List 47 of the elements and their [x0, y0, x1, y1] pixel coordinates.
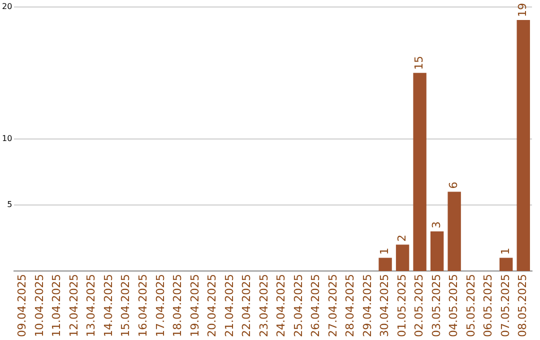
bar	[413, 72, 426, 272]
x-tick-label: 10.04.2025	[32, 274, 46, 338]
data-label: 19	[516, 3, 530, 18]
bar	[448, 192, 461, 272]
data-label: 15	[412, 56, 426, 70]
x-tick-label: 09.04.2025	[16, 274, 29, 338]
x-tick-label: 22.04.2025	[240, 274, 254, 338]
bar	[500, 258, 513, 272]
x-tick-label: 02.05.2025	[412, 274, 426, 338]
x-tick-label: 28.04.2025	[344, 274, 357, 338]
x-tick-label: 30.04.2025	[378, 274, 392, 338]
x-tick-label: 18.04.2025	[171, 274, 184, 338]
data-label: 2	[395, 234, 408, 242]
x-tick-label: 11.04.2025	[50, 274, 64, 338]
x-tick-label: 01.05.2025	[395, 274, 408, 338]
data-label: 1	[498, 248, 512, 255]
x-tick-label: 16.04.2025	[136, 274, 150, 338]
bar	[396, 244, 410, 272]
data-label: 1	[378, 248, 392, 255]
y-tick-label: 10	[2, 134, 12, 143]
x-tick-label: 17.04.2025	[154, 274, 167, 338]
x-tick-label: 26.04.2025	[309, 274, 322, 338]
x-tick-label: 23.04.2025	[257, 274, 270, 338]
bar	[378, 258, 392, 272]
bar	[516, 20, 530, 272]
x-tick-label: 29.04.2025	[360, 274, 374, 338]
x-tick-label: 12.04.2025	[67, 274, 80, 338]
data-label: 3	[430, 221, 443, 228]
x-tick-label: 15.04.2025	[119, 274, 132, 338]
x-tick-label: 19.04.2025	[188, 274, 202, 338]
x-tick-label: 05.05.2025	[464, 274, 478, 338]
y-tick-label: 5	[7, 200, 12, 210]
x-tick-label: 20.04.2025	[206, 274, 219, 338]
x-tick-label: 06.05.2025	[482, 274, 495, 338]
x-tick-label: 03.05.2025	[430, 274, 443, 338]
x-tick-label: 14.04.2025	[102, 274, 115, 338]
x-tick-label: 25.04.2025	[292, 274, 305, 338]
x-tick-label: 21.04.2025	[222, 274, 236, 338]
x-tick-label: 13.04.2025	[84, 274, 98, 338]
data-label: 6	[447, 182, 460, 189]
bar	[430, 231, 444, 272]
x-tick-label: 24.04.2025	[274, 274, 288, 338]
x-tick-label: 08.05.2025	[516, 274, 530, 338]
x-tick-label: 07.05.2025	[498, 274, 512, 338]
x-tick-label: 27.04.2025	[326, 274, 340, 338]
y-tick-label: 20	[2, 2, 12, 11]
x-tick-label: 04.05.2025	[447, 274, 460, 338]
